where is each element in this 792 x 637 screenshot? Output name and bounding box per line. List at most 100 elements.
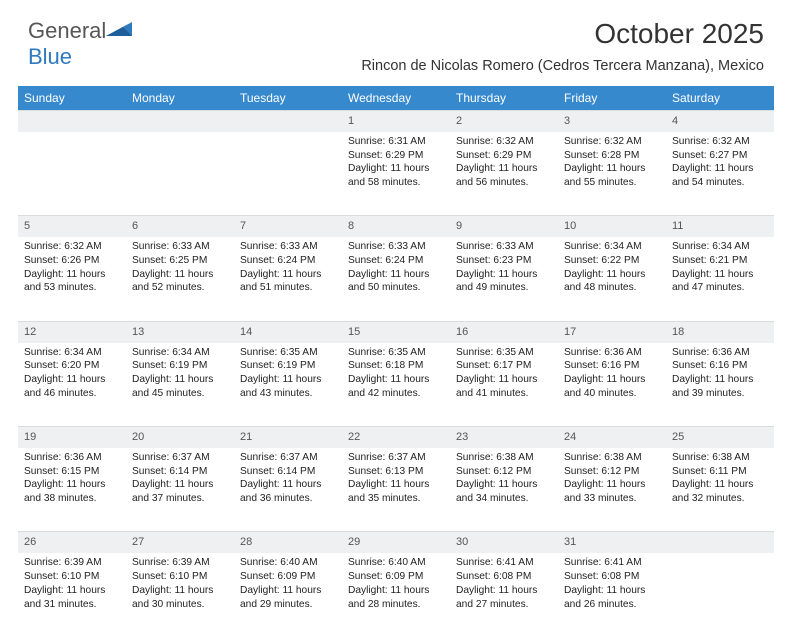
day-data-cell: Sunrise: 6:35 AMSunset: 6:18 PMDaylight:… — [342, 343, 450, 427]
day-number-row: 12131415161718 — [18, 321, 774, 342]
day-data-cell — [666, 553, 774, 637]
day-data-row: Sunrise: 6:39 AMSunset: 6:10 PMDaylight:… — [18, 553, 774, 637]
day-line-sunset: Sunset: 6:09 PM — [348, 570, 444, 584]
day-line-day1: Daylight: 11 hours — [132, 584, 228, 598]
page-header: General Blue October 2025 Rincon de Nico… — [0, 0, 792, 86]
day-line-sunset: Sunset: 6:21 PM — [672, 254, 768, 268]
day-line-sunset: Sunset: 6:08 PM — [564, 570, 660, 584]
day-line-sunset: Sunset: 6:19 PM — [132, 359, 228, 373]
day-line-day2: and 50 minutes. — [348, 281, 444, 295]
day-number-cell: 7 — [234, 216, 342, 237]
day-line-sunrise: Sunrise: 6:40 AM — [240, 556, 336, 570]
day-line-day2: and 58 minutes. — [348, 176, 444, 190]
day-line-day2: and 54 minutes. — [672, 176, 768, 190]
day-line-day1: Daylight: 11 hours — [240, 268, 336, 282]
day-line-day1: Daylight: 11 hours — [672, 373, 768, 387]
day-data-row: Sunrise: 6:36 AMSunset: 6:15 PMDaylight:… — [18, 448, 774, 532]
day-line-day1: Daylight: 11 hours — [456, 162, 552, 176]
day-data-cell: Sunrise: 6:32 AMSunset: 6:27 PMDaylight:… — [666, 132, 774, 216]
day-line-day2: and 40 minutes. — [564, 387, 660, 401]
day-header: Thursday — [450, 86, 558, 111]
day-line-sunrise: Sunrise: 6:36 AM — [672, 346, 768, 360]
day-line-sunrise: Sunrise: 6:33 AM — [132, 240, 228, 254]
day-number-cell: 4 — [666, 111, 774, 132]
day-number-cell: 28 — [234, 532, 342, 553]
day-number-row: 19202122232425 — [18, 427, 774, 448]
day-number-cell: 20 — [126, 427, 234, 448]
brand-name-a: General — [28, 18, 106, 43]
day-data-cell: Sunrise: 6:37 AMSunset: 6:14 PMDaylight:… — [234, 448, 342, 532]
day-line-day1: Daylight: 11 hours — [564, 162, 660, 176]
brand-name: General Blue — [28, 18, 132, 70]
brand-logo: General Blue — [28, 18, 132, 70]
day-line-sunrise: Sunrise: 6:32 AM — [456, 135, 552, 149]
day-data-cell: Sunrise: 6:33 AMSunset: 6:24 PMDaylight:… — [342, 237, 450, 321]
day-line-sunrise: Sunrise: 6:35 AM — [456, 346, 552, 360]
day-line-sunset: Sunset: 6:12 PM — [456, 465, 552, 479]
day-number-row: 1234 — [18, 111, 774, 132]
day-data-cell: Sunrise: 6:39 AMSunset: 6:10 PMDaylight:… — [18, 553, 126, 637]
day-line-sunset: Sunset: 6:16 PM — [564, 359, 660, 373]
day-data-cell: Sunrise: 6:35 AMSunset: 6:17 PMDaylight:… — [450, 343, 558, 427]
day-data-cell: Sunrise: 6:41 AMSunset: 6:08 PMDaylight:… — [450, 553, 558, 637]
day-number-cell: 9 — [450, 216, 558, 237]
day-line-day1: Daylight: 11 hours — [240, 584, 336, 598]
day-line-sunrise: Sunrise: 6:36 AM — [24, 451, 120, 465]
day-line-day2: and 48 minutes. — [564, 281, 660, 295]
day-line-day2: and 27 minutes. — [456, 598, 552, 612]
day-line-day2: and 34 minutes. — [456, 492, 552, 506]
day-data-cell: Sunrise: 6:36 AMSunset: 6:15 PMDaylight:… — [18, 448, 126, 532]
day-line-day2: and 29 minutes. — [240, 598, 336, 612]
day-line-sunrise: Sunrise: 6:37 AM — [348, 451, 444, 465]
day-number-cell: 18 — [666, 321, 774, 342]
day-number-cell: 19 — [18, 427, 126, 448]
day-line-day2: and 37 minutes. — [132, 492, 228, 506]
day-data-cell: Sunrise: 6:34 AMSunset: 6:19 PMDaylight:… — [126, 343, 234, 427]
day-line-day1: Daylight: 11 hours — [348, 373, 444, 387]
day-data-cell: Sunrise: 6:38 AMSunset: 6:11 PMDaylight:… — [666, 448, 774, 532]
day-data-cell: Sunrise: 6:40 AMSunset: 6:09 PMDaylight:… — [234, 553, 342, 637]
day-line-day2: and 33 minutes. — [564, 492, 660, 506]
day-line-sunset: Sunset: 6:09 PM — [240, 570, 336, 584]
day-line-day1: Daylight: 11 hours — [564, 373, 660, 387]
day-line-sunset: Sunset: 6:24 PM — [348, 254, 444, 268]
day-number-cell: 13 — [126, 321, 234, 342]
day-line-sunset: Sunset: 6:15 PM — [24, 465, 120, 479]
day-number-cell: 2 — [450, 111, 558, 132]
day-data-cell: Sunrise: 6:33 AMSunset: 6:25 PMDaylight:… — [126, 237, 234, 321]
day-line-day2: and 35 minutes. — [348, 492, 444, 506]
day-line-day1: Daylight: 11 hours — [672, 478, 768, 492]
day-line-day2: and 32 minutes. — [672, 492, 768, 506]
day-line-sunrise: Sunrise: 6:33 AM — [348, 240, 444, 254]
day-line-day1: Daylight: 11 hours — [564, 478, 660, 492]
day-line-day1: Daylight: 11 hours — [24, 478, 120, 492]
day-line-day1: Daylight: 11 hours — [348, 584, 444, 598]
day-header-row: Sunday Monday Tuesday Wednesday Thursday… — [18, 86, 774, 111]
day-data-cell: Sunrise: 6:32 AMSunset: 6:26 PMDaylight:… — [18, 237, 126, 321]
day-data-row: Sunrise: 6:34 AMSunset: 6:20 PMDaylight:… — [18, 343, 774, 427]
day-line-day2: and 30 minutes. — [132, 598, 228, 612]
day-number-cell: 15 — [342, 321, 450, 342]
day-data-cell: Sunrise: 6:33 AMSunset: 6:23 PMDaylight:… — [450, 237, 558, 321]
day-line-day1: Daylight: 11 hours — [564, 268, 660, 282]
day-line-sunrise: Sunrise: 6:31 AM — [348, 135, 444, 149]
day-line-sunrise: Sunrise: 6:39 AM — [132, 556, 228, 570]
day-number-cell: 23 — [450, 427, 558, 448]
day-line-day2: and 45 minutes. — [132, 387, 228, 401]
day-number-cell: 29 — [342, 532, 450, 553]
day-line-sunrise: Sunrise: 6:33 AM — [456, 240, 552, 254]
day-line-sunrise: Sunrise: 6:39 AM — [24, 556, 120, 570]
day-line-day2: and 43 minutes. — [240, 387, 336, 401]
day-line-day2: and 53 minutes. — [24, 281, 120, 295]
day-line-sunrise: Sunrise: 6:41 AM — [456, 556, 552, 570]
day-line-day1: Daylight: 11 hours — [564, 584, 660, 598]
day-line-sunset: Sunset: 6:25 PM — [132, 254, 228, 268]
day-line-sunrise: Sunrise: 6:38 AM — [564, 451, 660, 465]
day-number-cell: 25 — [666, 427, 774, 448]
day-data-cell: Sunrise: 6:36 AMSunset: 6:16 PMDaylight:… — [558, 343, 666, 427]
day-data-cell: Sunrise: 6:38 AMSunset: 6:12 PMDaylight:… — [558, 448, 666, 532]
day-line-sunset: Sunset: 6:08 PM — [456, 570, 552, 584]
day-data-cell: Sunrise: 6:33 AMSunset: 6:24 PMDaylight:… — [234, 237, 342, 321]
day-header: Saturday — [666, 86, 774, 111]
day-line-day1: Daylight: 11 hours — [24, 268, 120, 282]
